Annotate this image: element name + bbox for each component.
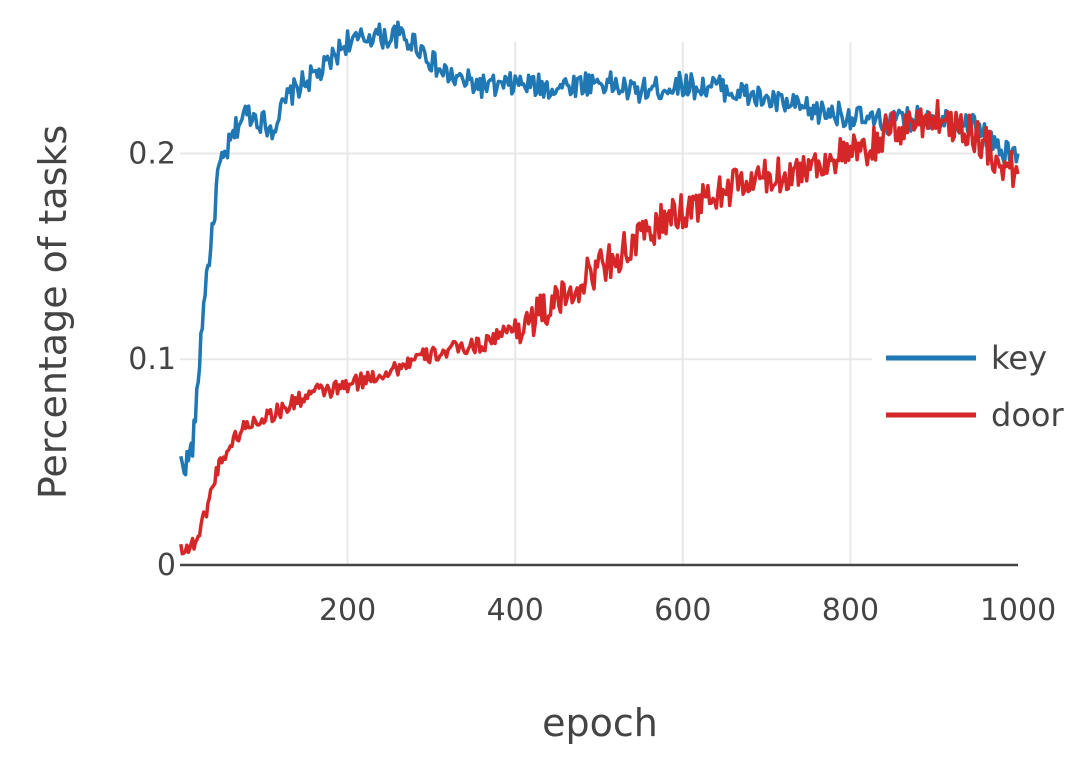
axes: 200 400 600 800 1000 0 0.1 0.2 [128,136,1056,628]
legend-label-door: door [991,396,1064,434]
y-axis-title: Percentage of tasks [31,125,75,499]
y-tick-label: 0 [157,548,176,583]
legend: key door [872,322,1088,444]
x-tick-label: 600 [654,593,711,628]
y-tick-label: 0.2 [128,136,176,171]
x-tick-label: 200 [319,593,376,628]
legend-background [872,322,1088,444]
y-tick-label: 0.1 [128,342,176,377]
x-tick-label: 1000 [980,593,1056,628]
series-line-key [179,20,1020,477]
series-line-door [179,99,1020,556]
legend-label-key: key [991,339,1047,377]
plot-series [179,20,1020,556]
x-tick-label: 800 [822,593,879,628]
x-axis-title: epoch [542,701,658,745]
x-tick-label: 400 [487,593,544,628]
